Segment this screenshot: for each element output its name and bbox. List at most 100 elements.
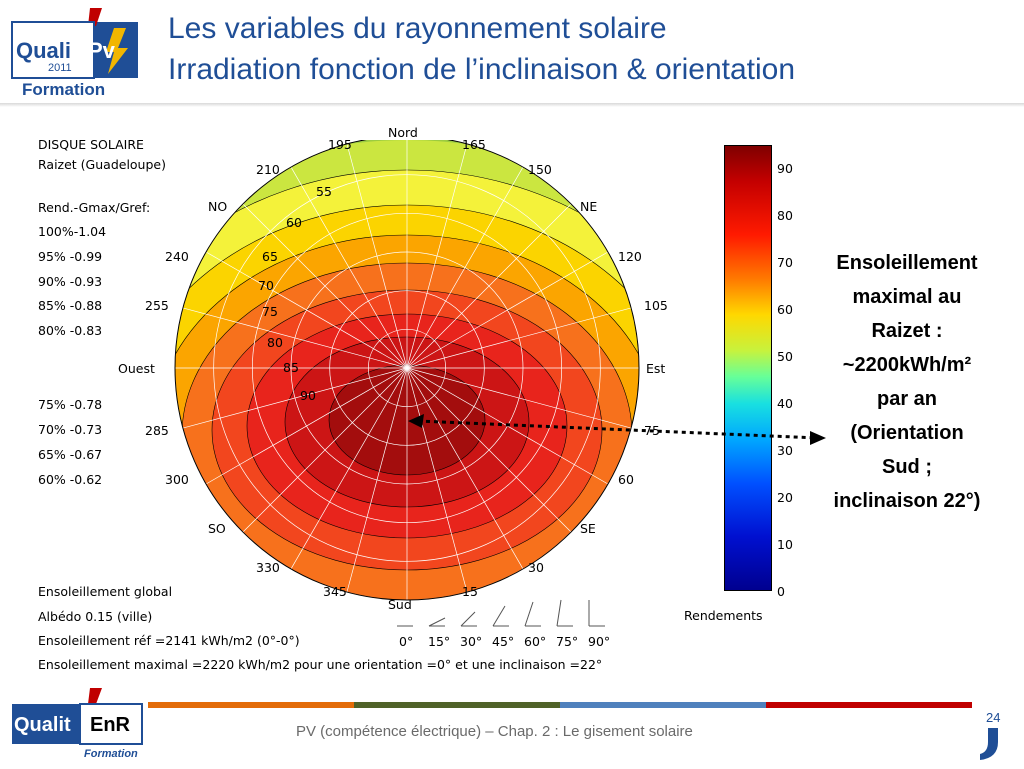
annotation-line: inclinaison 22°)	[833, 490, 981, 512]
tilt-label: 85	[283, 360, 299, 375]
inclination-label: 90°	[588, 634, 611, 649]
azimuth-label: 150	[528, 162, 552, 177]
colorbar-tick: 30	[777, 443, 793, 458]
colorbar-label: Rendements	[684, 608, 763, 623]
grid-ring	[251, 212, 563, 524]
legend-row: 75% -0.78	[38, 397, 103, 412]
qualipv-logo: Quali Pv 2011 Formation	[10, 8, 142, 100]
dir-west: Ouest	[118, 361, 155, 376]
qualitenr-logo: Qualit EnR Formation	[10, 688, 144, 764]
annotation-line: Ensoleillement	[836, 252, 978, 274]
colorbar-tick: 10	[777, 537, 793, 552]
azimuth-label: 30	[528, 560, 544, 575]
header-divider	[0, 103, 1024, 107]
grid-ring	[329, 290, 485, 446]
azimuth-label: 60	[618, 472, 634, 487]
grid-ring	[290, 251, 524, 485]
azimuth-label: 330	[256, 560, 280, 575]
annotation-line: ~2200kWh/m²	[842, 354, 972, 376]
solar-disc-chart	[174, 140, 640, 601]
azimuth-label: 285	[145, 423, 169, 438]
tilt-label: 55	[316, 184, 332, 199]
slide-title-line1: Les variables du rayonnement solaire	[168, 12, 667, 45]
annotation-line: Sud ;	[882, 456, 932, 478]
dir-ne: NE	[580, 199, 598, 214]
colorbar-tick: 40	[777, 396, 793, 411]
inclination-label: 0°	[399, 634, 414, 649]
colorbar-tick: 90	[777, 161, 793, 176]
footer-logo-enr: EnR	[90, 714, 130, 736]
annotation-box: Ensoleillement maximal au Raizet : ~2200…	[812, 246, 1002, 518]
slide-title-line2: Irradiation fonction de l’inclinaison & …	[168, 53, 796, 86]
footer-bar-red	[766, 702, 972, 708]
azimuth-label: 15	[462, 584, 478, 599]
info-line: Ensoleillement réf =2141 kWh/m2 (0°-0°)	[38, 633, 300, 648]
logo-formation: Formation	[22, 80, 106, 99]
page-number: 24	[986, 710, 1001, 725]
inclination-label: 75°	[556, 634, 579, 649]
inclination-label: 30°	[460, 634, 483, 649]
inclination-icons	[397, 599, 605, 627]
info-line: Ensoleillement maximal =2220 kWh/m2 pour…	[38, 657, 603, 672]
tilt-label: 75	[262, 304, 278, 319]
legend-row: 95% -0.99	[38, 249, 103, 264]
legend-row: 85% -0.88	[38, 298, 103, 313]
figure-location: Raizet (Guadeloupe)	[38, 157, 166, 172]
colorbar-tick: 20	[777, 490, 793, 505]
dir-so: SO	[208, 521, 226, 536]
annotation-line: maximal au	[852, 286, 962, 308]
footer-logo-sub: Formation	[84, 748, 138, 760]
azimuth-label: 165	[462, 137, 486, 152]
logo-quali: Quali	[16, 38, 72, 63]
footer-color-bar	[148, 702, 972, 708]
dir-south: Sud	[388, 597, 412, 612]
tilt-label: 60	[286, 215, 302, 230]
legend-row: 65% -0.67	[38, 447, 103, 462]
azimuth-label: 105	[644, 298, 668, 313]
tilt-label: 65	[262, 249, 278, 264]
footer-logo-text: Qualit	[14, 714, 71, 736]
grid-ring	[367, 328, 447, 408]
grid-ring	[213, 174, 601, 562]
azimuth-label: 300	[165, 472, 189, 487]
info-line: Ensoleillement global	[38, 584, 173, 599]
legend-row: 100%-1.04	[38, 224, 107, 239]
figure-caption: DISQUE SOLAIRE	[38, 137, 144, 152]
tilt-label: 80	[267, 335, 283, 350]
legend-heading: Rend.-Gmax/Gref:	[38, 200, 151, 215]
footer-bar-blue	[560, 702, 766, 708]
azimuth-label: 210	[256, 162, 280, 177]
footer-text: PV (compétence électrique) – Chap. 2 : L…	[296, 723, 693, 740]
annotation-line: par an	[876, 388, 938, 410]
colorbar-tick: 0	[777, 584, 785, 599]
inclination-label: 15°	[428, 634, 451, 649]
colorbar-tick: 60	[777, 302, 793, 317]
logo-pv: Pv	[88, 38, 115, 63]
azimuth-label: 345	[323, 584, 347, 599]
colorbar-tick: 80	[777, 208, 793, 223]
azimuth-label: 120	[618, 249, 642, 264]
annotation-arrow	[408, 414, 826, 445]
logo-year: 2011	[48, 62, 72, 74]
legend-row: 80% -0.83	[38, 323, 103, 338]
dir-se: SE	[580, 521, 596, 536]
qualitenr-logo-graphic	[12, 688, 143, 745]
colorbar-tick: 50	[777, 349, 793, 364]
qualipv-logo-graphic	[11, 8, 138, 79]
colorbar	[724, 145, 772, 591]
annotation-line: Raizet :	[871, 320, 943, 342]
info-line: Albédo 0.15 (ville)	[38, 609, 153, 624]
dir-no: NO	[208, 199, 228, 214]
azimuth-label: 195	[328, 137, 352, 152]
footer-bar-green	[354, 702, 560, 708]
legend-row: 60% -0.62	[38, 472, 103, 487]
inclination-label: 45°	[492, 634, 515, 649]
inclination-label: 60°	[524, 634, 547, 649]
footer-bar-orange	[148, 702, 354, 708]
legend-row: 70% -0.73	[38, 422, 103, 437]
annotation-line: (Orientation	[850, 422, 964, 444]
dir-north: Nord	[388, 125, 418, 140]
azimuth-label: 255	[145, 298, 169, 313]
tilt-label: 70	[258, 278, 274, 293]
tilt-label: 90	[300, 388, 316, 403]
